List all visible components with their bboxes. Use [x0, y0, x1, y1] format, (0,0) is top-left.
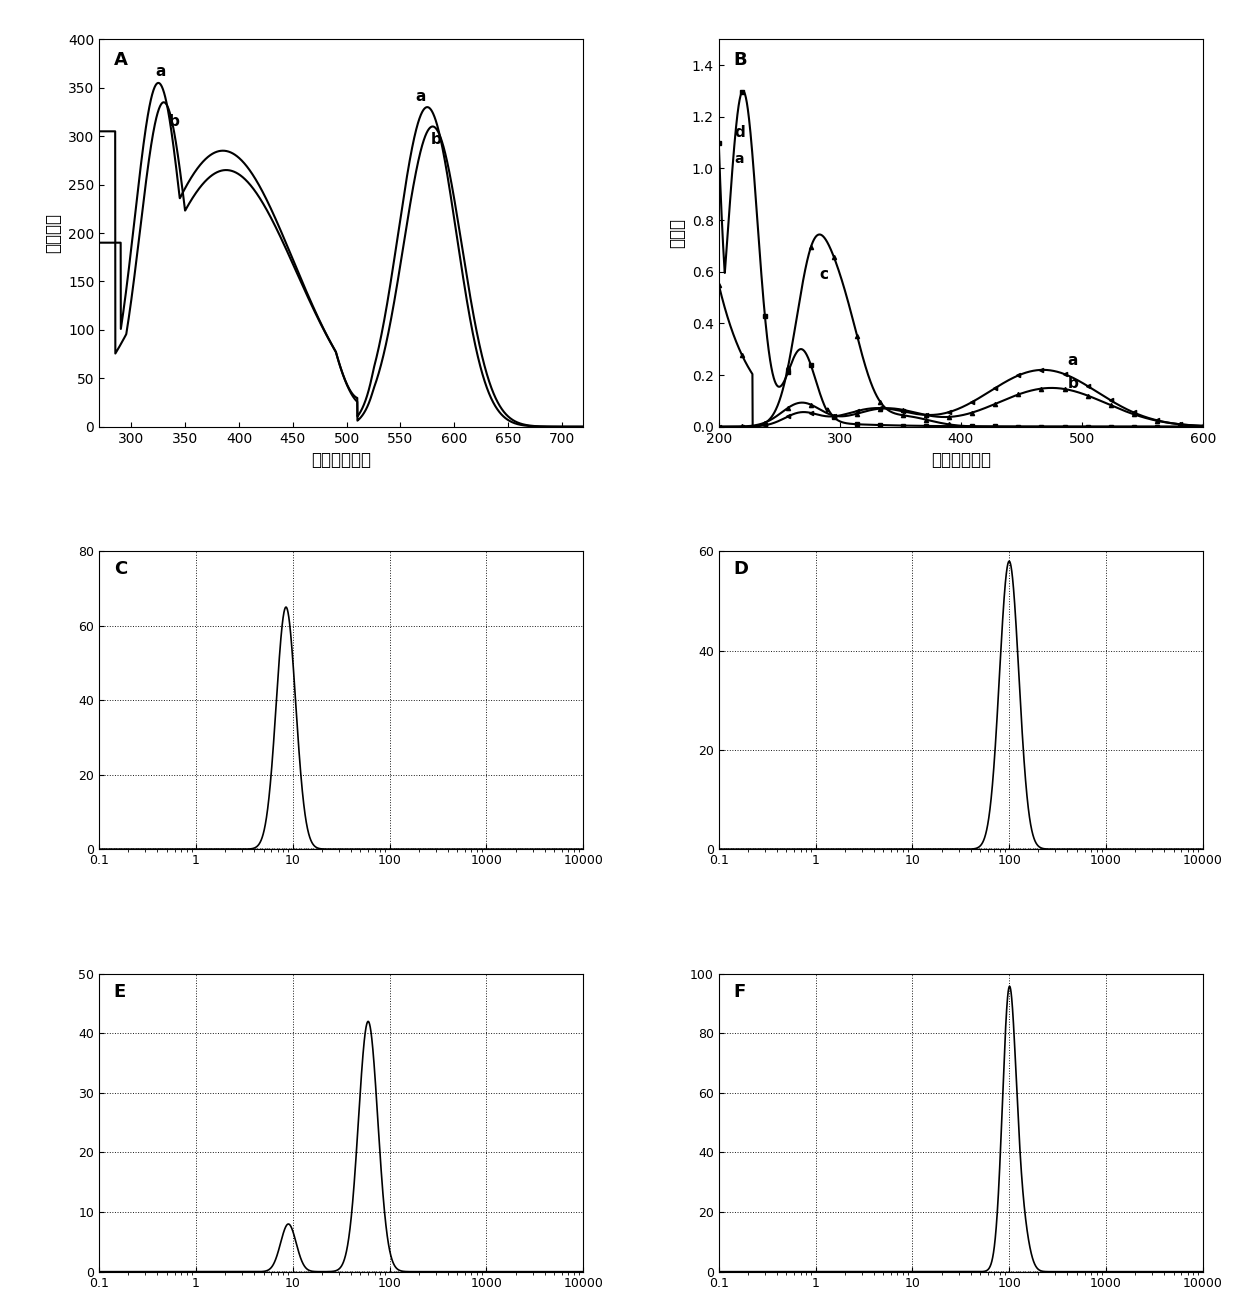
Text: a: a [1068, 353, 1078, 367]
Text: D: D [733, 560, 748, 578]
Text: a: a [734, 152, 744, 166]
Text: b: b [169, 114, 180, 130]
Y-axis label: 吸光度: 吸光度 [668, 218, 687, 248]
Text: F: F [733, 983, 745, 1000]
Text: A: A [114, 51, 128, 69]
Text: d: d [734, 126, 745, 140]
Text: b: b [1068, 376, 1078, 391]
Text: b: b [430, 132, 441, 147]
Y-axis label: 荧光强度: 荧光强度 [45, 212, 62, 253]
Text: a: a [155, 64, 165, 79]
Text: B: B [733, 51, 746, 69]
X-axis label: 波长（纳米）: 波长（纳米） [931, 451, 991, 469]
Text: C: C [114, 560, 126, 578]
Text: E: E [114, 983, 126, 1000]
Text: c: c [820, 267, 828, 282]
X-axis label: 波长（纳米）: 波长（纳米） [311, 451, 371, 469]
Text: a: a [415, 89, 425, 105]
